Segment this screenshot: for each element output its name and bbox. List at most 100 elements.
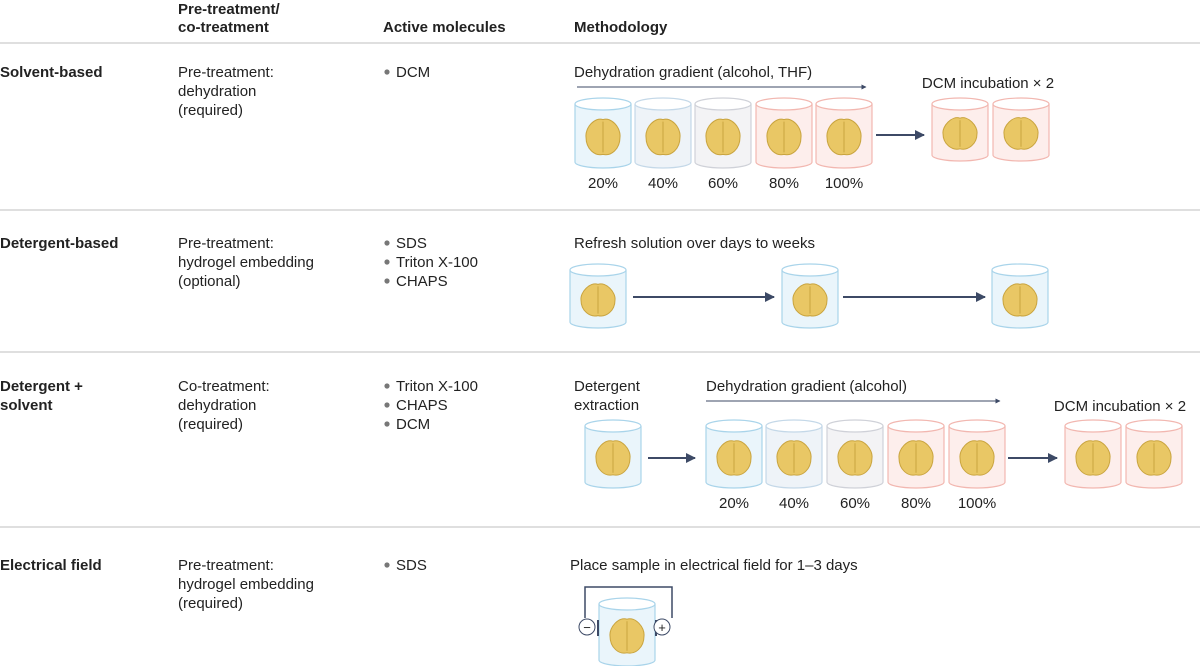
row-name: Electrical field	[0, 557, 102, 574]
jar-top	[574, 97, 632, 111]
jar	[948, 419, 1006, 489]
jar-top	[992, 97, 1050, 111]
gradient-label: Dehydration gradient (alcohol)	[706, 378, 907, 395]
percent-label: 80%	[769, 175, 799, 192]
jar-top	[765, 419, 823, 433]
electrode-sign	[653, 618, 671, 636]
molecule: DCM	[396, 64, 430, 81]
jars	[569, 97, 1183, 666]
percent-label: 20%	[719, 495, 749, 512]
bullet	[384, 402, 390, 408]
row-name: Detergent-based	[0, 235, 118, 252]
bullet	[384, 383, 390, 389]
jar-top	[887, 419, 945, 433]
jar	[1125, 419, 1183, 489]
jar-top	[598, 597, 656, 611]
jar	[815, 97, 873, 169]
pretreatment: Pre-treatment:	[178, 557, 274, 574]
jar	[569, 263, 627, 329]
header-text: co-treatment	[178, 19, 269, 36]
percent-labels: 20% 40% 60% 80% 100%	[719, 495, 996, 512]
pretreatment: (required)	[178, 595, 243, 612]
jar-top	[781, 263, 839, 277]
jar	[931, 97, 989, 162]
header-text: Pre-treatment/	[178, 1, 281, 18]
percent-label: 40%	[648, 175, 678, 192]
molecule: CHAPS	[396, 273, 448, 290]
molecule: SDS	[396, 235, 427, 252]
jar	[826, 419, 884, 489]
percent-label: 40%	[779, 495, 809, 512]
percent-label: 100%	[825, 175, 863, 192]
extraction-label: extraction	[574, 397, 639, 414]
jar-top	[931, 97, 989, 111]
jar-top	[634, 97, 692, 111]
header-text: Methodology	[574, 19, 668, 36]
pretreatment: Pre-treatment:	[178, 64, 274, 81]
jar-top	[755, 97, 813, 111]
bullet	[384, 259, 390, 265]
pretreatment: (optional)	[178, 273, 241, 290]
bullet	[384, 240, 390, 246]
jar	[694, 97, 752, 169]
electrode-label: +	[658, 620, 666, 635]
electrode-sign	[578, 618, 596, 636]
molecule: CHAPS	[396, 397, 448, 414]
jar	[992, 97, 1050, 162]
jar	[574, 97, 632, 169]
jar	[755, 97, 813, 169]
jar-top	[826, 419, 884, 433]
percent-label: 80%	[901, 495, 931, 512]
jar-top	[991, 263, 1049, 277]
pretreatment: (required)	[178, 102, 243, 119]
incubation-label: DCM incubation × 2	[1054, 398, 1186, 415]
jar	[705, 419, 763, 489]
percent-label: 20%	[588, 175, 618, 192]
jar-top	[1064, 419, 1122, 433]
bullet	[384, 278, 390, 284]
caption: Refresh solution over days to weeks	[574, 235, 815, 252]
circuit	[584, 586, 673, 618]
electrode-label: −	[583, 620, 591, 635]
molecule: Triton X-100	[396, 254, 478, 271]
jar-top	[584, 419, 642, 433]
percent-label: 60%	[708, 175, 738, 192]
pretreatment: hydrogel embedding	[178, 576, 314, 593]
row-name: solvent	[0, 397, 53, 414]
jar	[598, 597, 656, 666]
extraction-label: Detergent	[574, 378, 641, 395]
header-text: Active molecules	[383, 19, 506, 36]
percent-label: 100%	[958, 495, 996, 512]
row-name: Detergent +	[0, 378, 83, 395]
pretreatment: dehydration	[178, 83, 256, 100]
jar-top	[569, 263, 627, 277]
jar-top	[815, 97, 873, 111]
gradient-label: Dehydration gradient (alcohol, THF)	[574, 64, 812, 81]
jar-top	[705, 419, 763, 433]
pretreatment: dehydration	[178, 397, 256, 414]
jar	[1064, 419, 1122, 489]
pretreatment: Pre-treatment:	[178, 235, 274, 252]
bullet	[384, 562, 390, 568]
percent-label: 60%	[840, 495, 870, 512]
bullet	[384, 69, 390, 75]
percent-labels: 20% 40% 60% 80% 100%	[588, 175, 863, 192]
jar	[781, 263, 839, 329]
bullet	[384, 421, 390, 427]
pretreatment: (required)	[178, 416, 243, 433]
molecule: Triton X-100	[396, 378, 478, 395]
jar-top	[694, 97, 752, 111]
molecule: DCM	[396, 416, 430, 433]
jar	[584, 419, 642, 489]
caption: Place sample in electrical field for 1–3…	[570, 557, 858, 574]
jar	[887, 419, 945, 489]
jar	[634, 97, 692, 169]
row-name: Solvent-based	[0, 64, 103, 81]
incubation-label: DCM incubation × 2	[922, 75, 1054, 92]
bullets	[384, 69, 390, 568]
jar	[765, 419, 823, 489]
molecule: SDS	[396, 557, 427, 574]
pretreatment: Co-treatment:	[178, 378, 270, 395]
